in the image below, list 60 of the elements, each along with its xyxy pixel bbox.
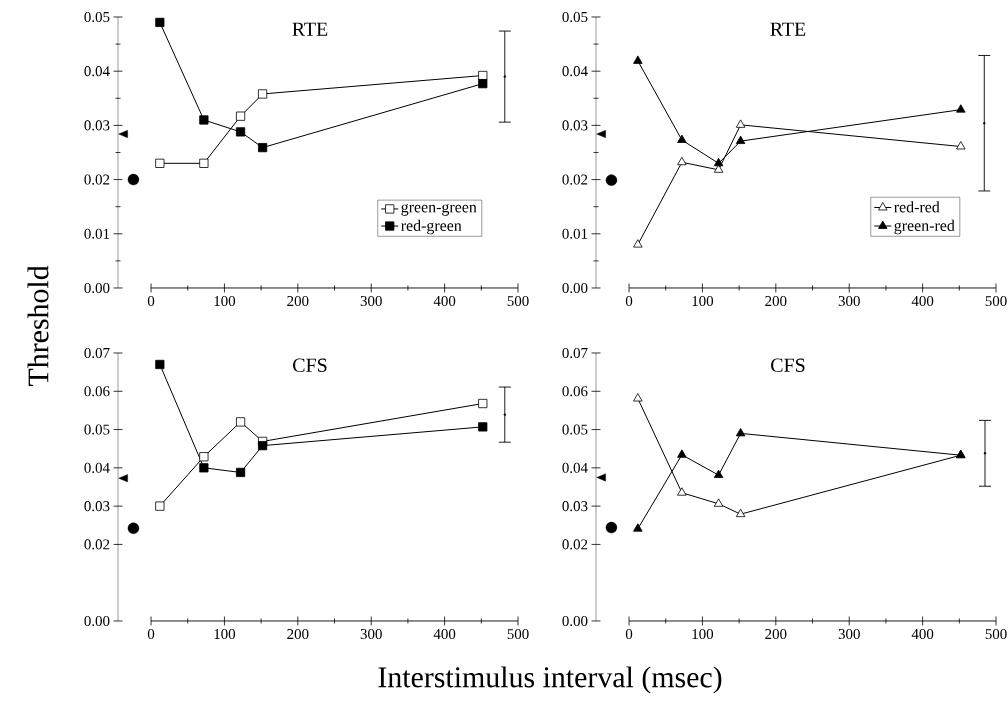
x-tick-label: 0 <box>147 628 155 640</box>
legend-label: red-red <box>894 201 940 213</box>
x-tick-label: 500 <box>985 295 1007 307</box>
x-tick-label: 300 <box>838 295 860 307</box>
y-tick-label: 0.03 <box>562 120 588 131</box>
legend-label: green-green <box>401 204 477 216</box>
y-tick-label: 0.03 <box>562 501 588 512</box>
x-tick-label: 400 <box>911 295 934 307</box>
x-tick-label: 100 <box>214 628 236 640</box>
y-axis-title: Threshold <box>27 265 49 386</box>
x-tick-label: 300 <box>360 295 382 307</box>
x-tick-label: 0 <box>625 295 633 307</box>
x-tick-label: 100 <box>214 295 236 307</box>
y-tick-label: 0.02 <box>562 539 588 550</box>
x-tick-label: 300 <box>838 628 860 640</box>
y-tick-label: 0.07 <box>84 347 110 359</box>
y-tick-label: 0.03 <box>84 501 110 512</box>
y-tick-label: 0.01 <box>562 228 588 239</box>
x-tick-label: 100 <box>692 628 714 640</box>
y-tick-label: 0.06 <box>562 386 588 397</box>
y-tick-label: 0.03 <box>84 120 110 131</box>
y-tick-label: 0.04 <box>84 66 110 77</box>
x-tick-label: 500 <box>507 628 529 640</box>
y-tick-label: 0.01 <box>84 228 110 239</box>
y-tick-label: 0.00 <box>562 615 588 627</box>
legend-label: green-red <box>894 219 955 235</box>
x-tick-label: 400 <box>433 628 456 640</box>
chart-title: RTE <box>292 22 328 36</box>
y-tick-label: 0.00 <box>562 282 588 294</box>
x-tick-label: 200 <box>765 295 787 307</box>
y-tick-label: 0.04 <box>562 66 588 77</box>
x-tick-label: 200 <box>287 628 309 640</box>
chart-title: RTE <box>770 22 806 36</box>
y-tick-label: 0.04 <box>562 462 588 473</box>
x-tick-label: 200 <box>765 628 787 640</box>
x-tick-label: 400 <box>911 628 934 640</box>
y-tick-label: 0.05 <box>562 11 588 23</box>
y-tick-label: 0.05 <box>84 424 110 435</box>
x-tick-label: 0 <box>625 628 633 640</box>
y-tick-label: 0.00 <box>84 282 110 294</box>
y-tick-label: 0.00 <box>84 615 110 627</box>
y-tick-label: 0.06 <box>84 386 110 397</box>
y-tick-label: 0.07 <box>562 347 588 359</box>
y-tick-label: 0.05 <box>84 11 110 23</box>
chart-title: CFS <box>293 358 327 372</box>
x-tick-label: 500 <box>507 295 529 307</box>
y-tick-label: 0.05 <box>562 424 588 435</box>
legend-label: red-green <box>401 219 462 235</box>
x-tick-label: 0 <box>147 295 155 307</box>
y-tick-label: 0.02 <box>84 174 110 185</box>
y-tick-label: 0.02 <box>84 539 110 550</box>
y-tick-label: 0.04 <box>84 462 110 473</box>
x-tick-label: 400 <box>433 295 456 307</box>
chart-title: CFS <box>771 358 805 372</box>
x-tick-label: 100 <box>692 295 714 307</box>
x-tick-label: 300 <box>360 628 382 640</box>
x-tick-label: 500 <box>985 628 1007 640</box>
x-axis-title: Interstimulus interval (msec) <box>378 666 722 694</box>
x-tick-label: 200 <box>287 295 309 307</box>
y-tick-label: 0.02 <box>562 174 588 185</box>
